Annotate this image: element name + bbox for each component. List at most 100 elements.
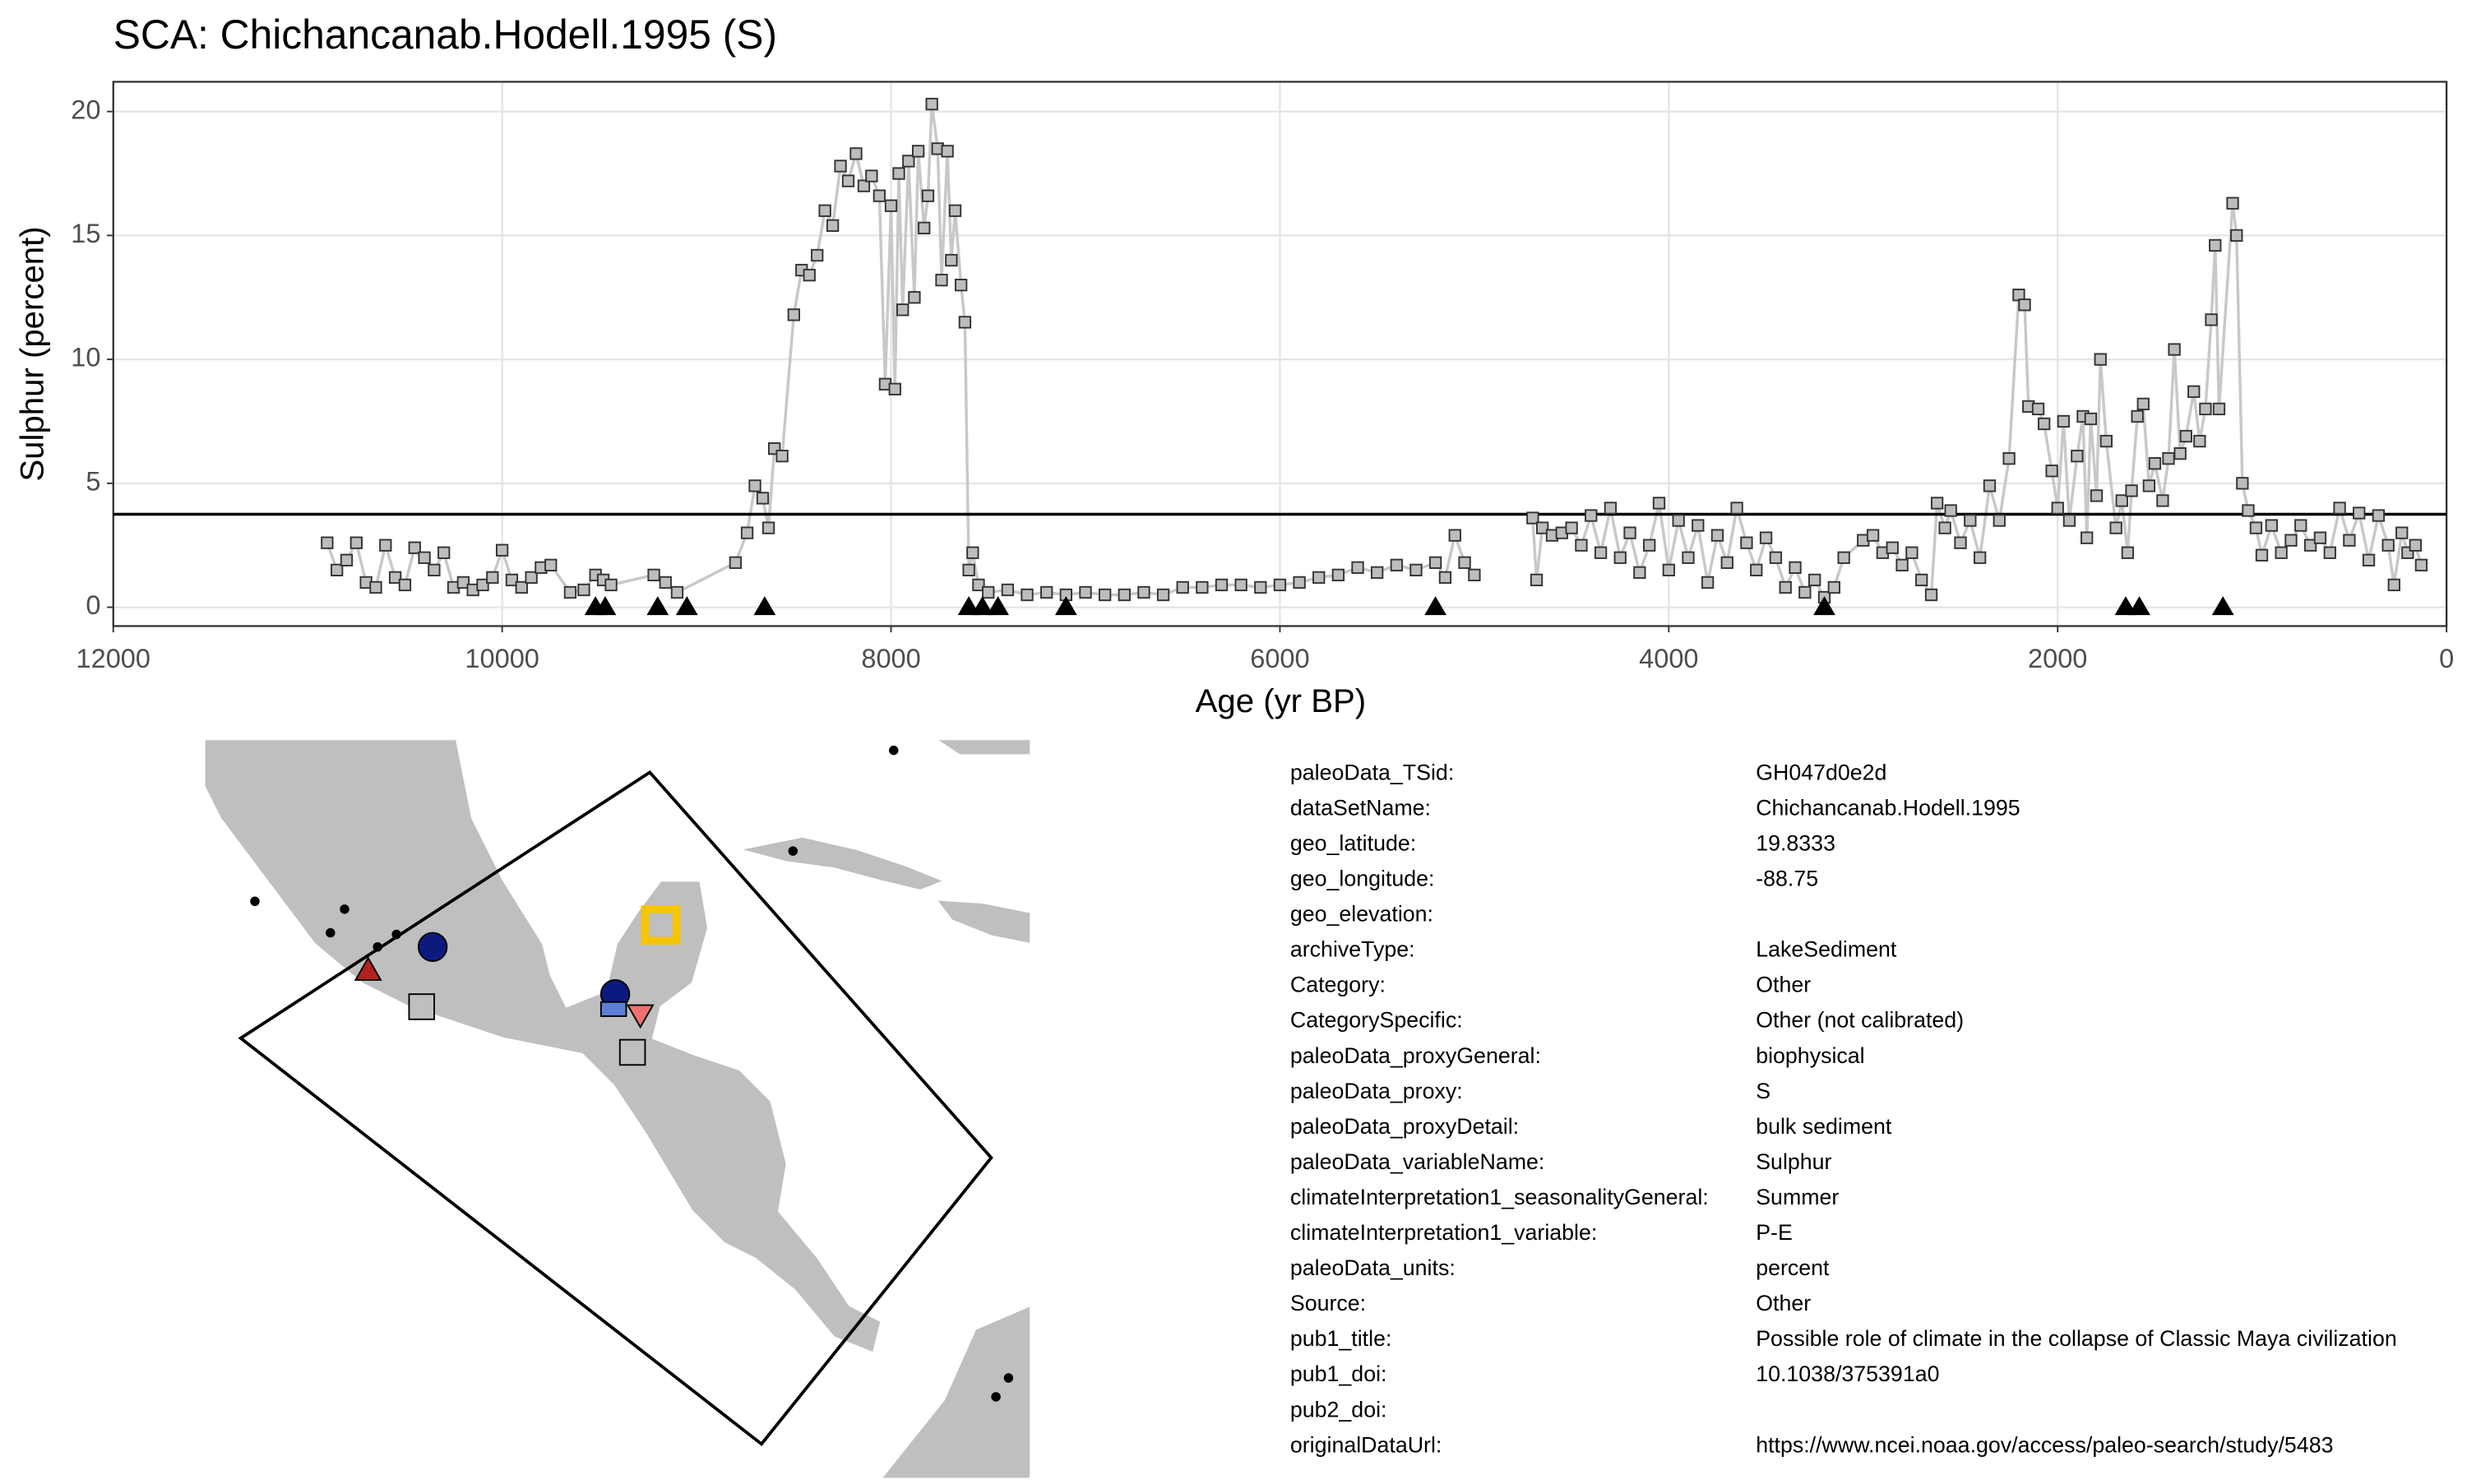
data-point [1798,585,1812,599]
data-point [1623,526,1636,539]
age-control [2128,596,2150,616]
data-point [1390,558,1403,571]
data-point [1254,580,1267,594]
data-point [1234,578,1247,592]
data-point [2284,534,2298,547]
y-axis-label: Sulphur (percent) [14,226,51,481]
data-point [1215,578,1229,592]
data-point [1789,561,1802,574]
data-point [2353,506,2366,520]
data-point [2168,343,2181,356]
data-point [1565,521,1578,534]
data-point [670,585,684,599]
data-point [908,291,921,304]
data-point [872,189,886,202]
data-point [2018,298,2031,312]
data-point [962,563,975,577]
meta-value: P-E [1756,1220,1793,1245]
data-point [729,556,743,569]
data-point [1585,509,1598,522]
meta-key: paleoData_proxyDetail: [1290,1114,1519,1139]
meta-key: geo_longitude: [1290,867,1435,891]
land [934,899,1031,945]
meta-value: https://www.ncei.noaa.gov/access/paleo-s… [1756,1432,2333,1457]
meta-value: Other [1756,1291,1811,1315]
data-point [2002,452,2016,465]
age-control [753,596,776,616]
x-axis-label: Age (yr BP) [1196,682,1367,719]
data-point [982,585,995,599]
data-point [948,204,962,217]
meta-value: Chichancanab.Hodell.1995 [1756,795,2020,820]
meta-key: dataSetName: [1290,795,1431,820]
meta-value: Other (not calibrated) [1756,1008,1964,1033]
data-point [2242,504,2255,517]
data-point [1954,536,1967,549]
data-point [647,568,660,582]
data-point [2045,465,2058,478]
meta-value: S [1756,1079,1770,1103]
data-point [659,576,672,589]
age-control [646,596,669,616]
data-point [1468,568,1481,582]
data-point [2265,519,2278,532]
data-point [2099,434,2113,448]
data-point [748,479,761,492]
y-tick-label: 15 [71,219,100,248]
meta-key: paleoData_units: [1290,1255,1456,1280]
data-point [388,571,402,585]
meta-value: Possible role of climate in the collapse… [1756,1326,2397,1351]
data-point [2057,414,2070,428]
data-point [2156,494,2169,507]
site [417,932,448,962]
data-point [966,546,979,559]
selected-site [641,905,681,945]
data-point [2179,429,2192,443]
data-point [1779,580,1792,594]
meta-value: Summer [1756,1185,1839,1209]
data-point [1040,585,1053,599]
data-point [892,167,905,180]
data-point [2031,402,2045,416]
data-point [2038,417,2051,431]
data-point [1827,580,1840,594]
data-point [1672,514,1685,527]
data-point [2294,519,2307,532]
data-point [1098,588,1112,602]
data-point [826,219,840,232]
data-point [2084,412,2098,426]
data-point [1808,573,1821,587]
data-point [1692,519,1705,532]
meta-value: 10.1038/375391a0 [1756,1361,1939,1386]
data-point [761,521,775,534]
data-point [2333,502,2346,515]
data-point [1983,479,1997,492]
data-point [340,553,354,566]
data-point [2205,313,2218,326]
site [618,1038,646,1066]
data-point [935,273,948,287]
data-point [972,578,985,592]
data-point [1993,514,2006,527]
data-point [902,155,915,168]
data-point [1118,588,1131,602]
data-point [1682,551,1695,564]
data-point [2323,546,2336,559]
x-tick-label: 6000 [1250,644,1309,673]
data-point [1652,497,1666,510]
data-point [1938,521,1951,534]
data-point [398,578,412,592]
data-point [1905,546,1919,559]
data-point [2226,196,2239,210]
data-point [1866,529,1880,542]
data-point [437,546,451,559]
meta-key: archiveType: [1290,937,1415,962]
data-point [2125,484,2138,497]
age-control [987,596,1009,616]
x-tick-label: 12000 [76,644,150,673]
data-point [756,492,770,505]
data-point [476,578,489,592]
data-point [2249,521,2263,534]
sites [250,745,1014,1402]
data-point [525,571,538,585]
